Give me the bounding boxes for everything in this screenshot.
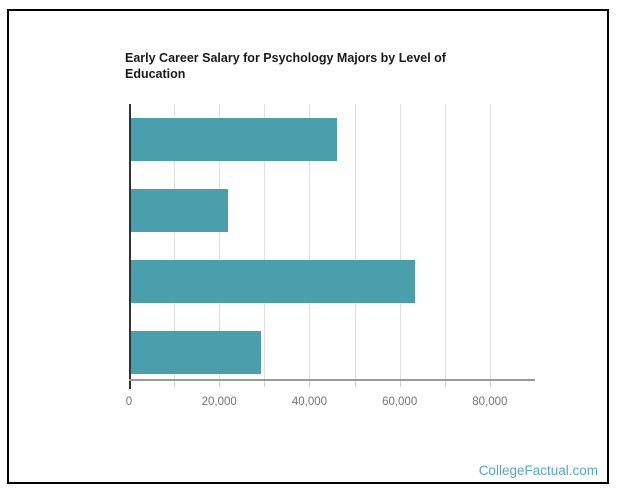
gridline-30000 [264,104,266,380]
x-axis-label-60000: 60,000 [382,396,418,408]
x-axis-label-40000: 40,000 [291,396,328,408]
bar-3 [131,260,416,303]
gridline-70000 [444,104,446,380]
bar-1 [131,118,338,161]
x-tick-10000 [174,381,176,387]
x-tick-40000 [309,381,311,387]
bar-2 [131,189,229,232]
x-tick-70000 [444,381,446,387]
gridline-10000 [174,104,176,380]
x-axis-label-80000: 80,000 [472,396,508,408]
x-tick-20000 [219,381,221,387]
plot-area [129,104,535,400]
gridline-40000 [309,104,311,380]
x-tick-30000 [264,381,266,387]
footer: CollegeFactual.com [479,463,598,478]
x-tick-60000 [399,381,401,387]
chart-title-line1: Early Career Salary for Psychology Major… [125,51,446,65]
x-axis-label-20000: 20,000 [201,396,237,408]
bar-4 [131,331,261,374]
gridline-60000 [399,104,401,380]
brand-link[interactable]: CollegeFactual.com [478,463,598,478]
gridline-80000 [489,104,491,380]
y-axis-line [129,104,131,389]
x-tick-80000 [489,381,491,387]
x-axis-label-0: 0 [125,396,133,408]
gridline-50000 [354,104,356,380]
chart-title: Early Career Salary for Psychology Major… [125,50,525,82]
chart-title-line2: Education [125,67,186,81]
x-axis-line [129,379,535,381]
gridline-20000 [219,104,221,380]
x-axis-labels: 0 20,000 40,000 60,000 80,000 [126,396,535,412]
x-tick-50000 [354,381,356,387]
chart-frame [7,9,609,484]
